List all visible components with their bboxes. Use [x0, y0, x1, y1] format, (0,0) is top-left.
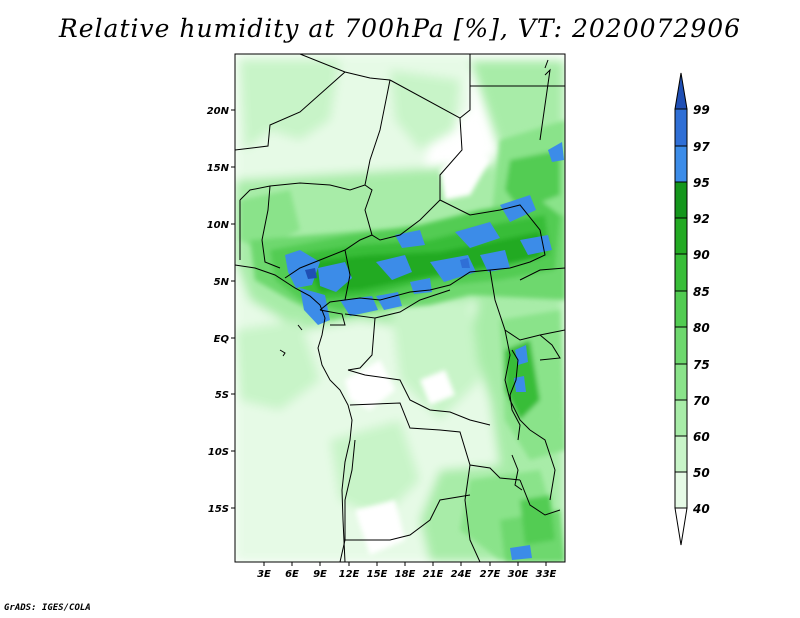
- colorbar-label: 80: [693, 321, 710, 335]
- lon-label: 18E: [395, 569, 416, 580]
- software-credit: GrADS: IGES/COLA: [4, 603, 91, 613]
- lat-axis: [231, 109, 235, 509]
- colorbar-high-arrow: [674, 72, 688, 110]
- colorbar: [674, 72, 688, 546]
- colorbar-segment: [674, 181, 688, 219]
- colorbar-segment: [674, 471, 688, 509]
- colorbar-label: 40: [692, 502, 710, 516]
- lon-label: 6E: [285, 569, 299, 580]
- colorbar-label: 92: [693, 212, 710, 226]
- lon-label: 33E: [536, 569, 557, 580]
- lon-label: 15E: [367, 569, 388, 580]
- colorbar-label: 70: [693, 394, 710, 408]
- colorbar-segment: [674, 363, 688, 401]
- lon-label: 9E: [313, 569, 327, 580]
- lon-label: 24E: [451, 569, 472, 580]
- lon-label: 21E: [423, 569, 444, 580]
- colorbar-label: 75: [693, 358, 710, 372]
- humidity-field: [235, 54, 565, 562]
- colorbar-label: 85: [693, 285, 710, 299]
- colorbar-label: 50: [693, 466, 710, 480]
- map-title: Relative humidity at 700hPa [%], VT: 202…: [58, 14, 742, 43]
- lon-label: 12E: [339, 569, 360, 580]
- colorbar-segment: [674, 290, 688, 328]
- colorbar-label: 95: [693, 176, 710, 190]
- lat-label: 10N: [207, 220, 230, 231]
- colorbar-label: 97: [693, 140, 710, 154]
- colorbar-segment: [674, 253, 688, 292]
- lat-label: 5S: [215, 390, 229, 401]
- colorbar-segment: [674, 435, 688, 473]
- map-frame: [234, 53, 566, 563]
- country-borders: [235, 54, 565, 562]
- colorbar-segment: [674, 145, 688, 183]
- lat-label: 10S: [208, 447, 229, 458]
- lat-label: 5N: [214, 277, 230, 288]
- lat-label: EQ: [214, 334, 230, 345]
- colorbar-label: 60: [693, 430, 710, 444]
- colorbar-segment: [674, 326, 688, 365]
- colorbar-segment: [674, 399, 688, 437]
- lat-label: 15S: [208, 504, 229, 515]
- colorbar-label: 99: [693, 103, 710, 117]
- lat-label: 20N: [207, 106, 230, 117]
- coastline: [235, 59, 551, 562]
- colorbar-low-arrow: [674, 507, 688, 546]
- lon-label: 27E: [480, 569, 501, 580]
- lon-label: 3E: [257, 569, 271, 580]
- colorbar-label: 90: [693, 248, 710, 262]
- lon-axis: [263, 562, 547, 566]
- colorbar-segment: [674, 217, 688, 255]
- lon-label: 30E: [508, 569, 529, 580]
- colorbar-segment: [674, 108, 688, 147]
- lat-label: 15N: [207, 163, 230, 174]
